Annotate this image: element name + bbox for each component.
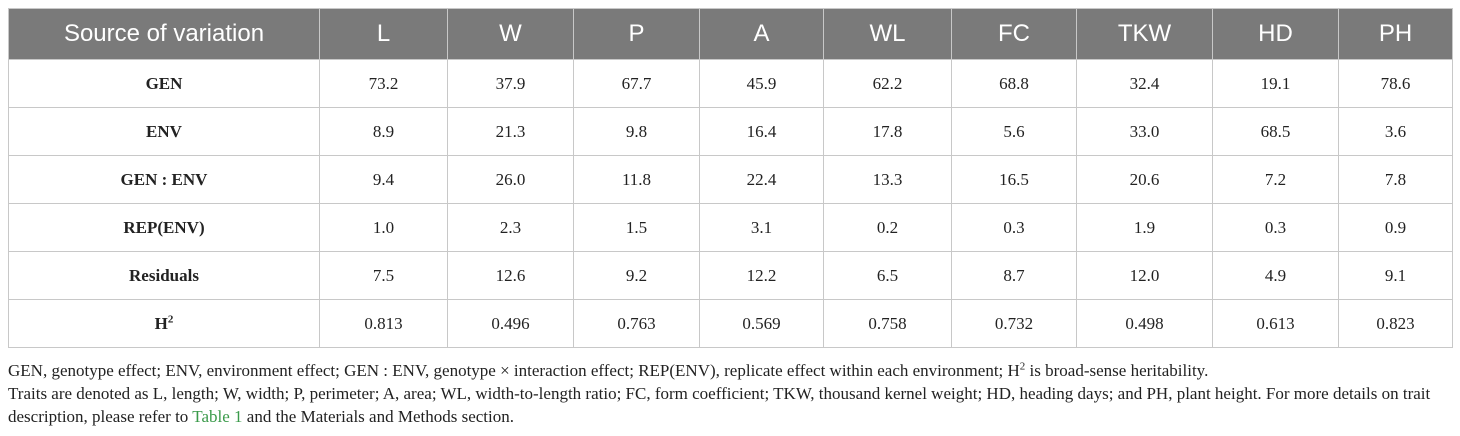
table-cell: 62.2 xyxy=(823,59,952,108)
row-label-text: GEN : ENV xyxy=(120,169,208,189)
table-cell: 19.1 xyxy=(1212,59,1339,108)
table-cell: 1.0 xyxy=(319,203,448,252)
footnote-traits: Traits are denoted as L, length; W, widt… xyxy=(8,382,1452,428)
table-cell: 0.2 xyxy=(823,203,952,252)
superscript: 2 xyxy=(167,312,174,325)
column-header-a: A xyxy=(699,8,824,60)
table-cell: 9.4 xyxy=(319,155,448,204)
table-cell: 3.6 xyxy=(1338,107,1453,156)
table-cell: 12.2 xyxy=(699,251,824,300)
table-cell: 32.4 xyxy=(1076,59,1213,108)
table-cell: 0.496 xyxy=(447,299,574,348)
column-header-l: L xyxy=(319,8,448,60)
table-cell: 9.1 xyxy=(1338,251,1453,300)
table-cell: 8.7 xyxy=(951,251,1077,300)
column-header-hd: HD xyxy=(1212,8,1339,60)
table-cell: 1.5 xyxy=(573,203,700,252)
row-label-text: H xyxy=(154,313,168,333)
table-cell: 20.6 xyxy=(1076,155,1213,204)
table-cell: 7.2 xyxy=(1212,155,1339,204)
table-cell: 33.0 xyxy=(1076,107,1213,156)
table-cell: 0.732 xyxy=(951,299,1077,348)
table-body: GEN 73.2 37.9 67.7 45.9 62.2 68.8 32.4 19.1 78.6 E… xyxy=(8,59,1453,348)
row-label-text: Residuals xyxy=(129,265,199,285)
row-label: REP(ENV) xyxy=(8,203,320,252)
table-cell: 8.9 xyxy=(319,107,448,156)
footnote-abbreviations: GEN, genotype effect; ENV, environment e… xyxy=(8,359,1452,382)
table-cell: 0.763 xyxy=(573,299,700,348)
row-label: GEN : ENV xyxy=(8,155,320,204)
column-header-tkw: TKW xyxy=(1076,8,1213,60)
column-header-w: W xyxy=(447,8,574,60)
table-cell: 12.0 xyxy=(1076,251,1213,300)
table-cell: 37.9 xyxy=(447,59,574,108)
variance-table: Source of variation L W P A WL FC TKW HD PH GEN 73… xyxy=(8,8,1453,348)
table-cell: 68.5 xyxy=(1212,107,1339,156)
column-header-ph: PH xyxy=(1338,8,1453,60)
table-cell: 26.0 xyxy=(447,155,574,204)
table-cell: 16.5 xyxy=(951,155,1077,204)
column-header-fc: FC xyxy=(951,8,1077,60)
table-cell: 45.9 xyxy=(699,59,824,108)
table-cell: 11.8 xyxy=(573,155,700,204)
table-cell: 1.9 xyxy=(1076,203,1213,252)
row-label-text: REP(ENV) xyxy=(123,217,205,237)
table-row: REP(ENV) 1.0 2.3 1.5 3.1 0.2 0.3 1.9 0.3 0.9 xyxy=(8,203,1453,252)
table-cell: 0.3 xyxy=(951,203,1077,252)
footnote-text: and the Materials and Methods section. xyxy=(242,407,514,426)
table-cell: 12.6 xyxy=(447,251,574,300)
table-cell: 7.8 xyxy=(1338,155,1453,204)
footnote-text: Traits are denoted as L, length; W, widt… xyxy=(8,384,1431,426)
table-cell: 22.4 xyxy=(699,155,824,204)
row-label: GEN xyxy=(8,59,320,108)
table-cell: 17.8 xyxy=(823,107,952,156)
table-row: GEN : ENV 9.4 26.0 11.8 22.4 13.3 16.5 20.6 7.2 7… xyxy=(8,155,1453,204)
table-cell: 6.5 xyxy=(823,251,952,300)
column-header-p: P xyxy=(573,8,700,60)
table-header: Source of variation L W P A WL FC TKW HD PH xyxy=(8,8,1453,60)
header-row: Source of variation L W P A WL FC TKW HD PH xyxy=(8,8,1453,60)
table-row: Residuals 7.5 12.6 9.2 12.2 6.5 8.7 12.0 4.9 9.1 xyxy=(8,251,1453,300)
footnote-text: is broad-sense heritability. xyxy=(1025,361,1209,380)
table-cell: 13.3 xyxy=(823,155,952,204)
table-1-link[interactable]: Table 1 xyxy=(192,407,243,426)
table-cell: 21.3 xyxy=(447,107,574,156)
table-cell: 0.498 xyxy=(1076,299,1213,348)
row-label: Residuals xyxy=(8,251,320,300)
table-cell: 68.8 xyxy=(951,59,1077,108)
table-cell: 0.9 xyxy=(1338,203,1453,252)
table-row: ENV 8.9 21.3 9.8 16.4 17.8 5.6 33.0 68.5 3.6 xyxy=(8,107,1453,156)
table-cell: 0.3 xyxy=(1212,203,1339,252)
table-cell: 0.613 xyxy=(1212,299,1339,348)
table-cell: 67.7 xyxy=(573,59,700,108)
table-cell: 9.2 xyxy=(573,251,700,300)
row-label-text: ENV xyxy=(146,121,182,141)
table-cell: 9.8 xyxy=(573,107,700,156)
table-cell: 0.823 xyxy=(1338,299,1453,348)
table-cell: 5.6 xyxy=(951,107,1077,156)
table-cell: 4.9 xyxy=(1212,251,1339,300)
superscript: 2 xyxy=(1019,360,1026,373)
table-cell: 0.813 xyxy=(319,299,448,348)
table-cell: 7.5 xyxy=(319,251,448,300)
table-footnotes: GEN, genotype effect; ENV, environment e… xyxy=(8,359,1452,428)
column-header-wl: WL xyxy=(823,8,952,60)
table-row: H2 0.813 0.496 0.763 0.569 0.758 0.732 0.498 0.6… xyxy=(8,299,1453,348)
table-cell: 78.6 xyxy=(1338,59,1453,108)
row-label: H2 xyxy=(8,299,320,348)
table-cell: 16.4 xyxy=(699,107,824,156)
column-header-source: Source of variation xyxy=(8,8,320,60)
table-cell: 0.569 xyxy=(699,299,824,348)
row-label: ENV xyxy=(8,107,320,156)
footnote-text: GEN, genotype effect; ENV, environment e… xyxy=(8,361,1020,380)
table-row: GEN 73.2 37.9 67.7 45.9 62.2 68.8 32.4 19.1 78.6 xyxy=(8,59,1453,108)
table-cell: 2.3 xyxy=(447,203,574,252)
table-cell: 0.758 xyxy=(823,299,952,348)
table-cell: 73.2 xyxy=(319,59,448,108)
row-label-text: GEN xyxy=(145,73,183,93)
table-cell: 3.1 xyxy=(699,203,824,252)
